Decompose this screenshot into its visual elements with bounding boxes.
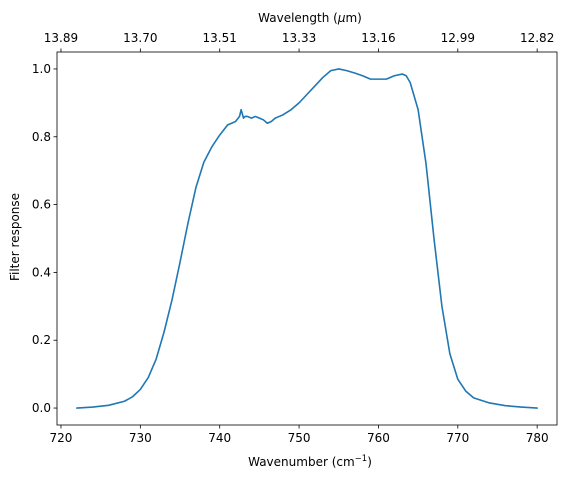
y-tick-label: 0.4 — [32, 265, 51, 279]
x-tick-label: 760 — [367, 431, 390, 445]
top-x-tick-label: 12.82 — [520, 31, 554, 45]
x-tick-label: 730 — [129, 431, 152, 445]
x-tick-label: 780 — [526, 431, 549, 445]
x-tick-label: 740 — [208, 431, 231, 445]
top-x-tick-label: 13.89 — [44, 31, 78, 45]
y-ticks: 0.0 0.2 0.4 0.6 0.8 1.0 — [32, 62, 57, 415]
x-tick-label: 750 — [288, 431, 311, 445]
plot-frame — [56, 51, 558, 426]
y-tick-label: 0.8 — [32, 130, 51, 144]
top-x-tick-label: 12.99 — [441, 31, 475, 45]
x-axis-label: Wavenumber (cm−1) — [248, 454, 372, 469]
y-axis-label: Filter response — [8, 193, 22, 281]
y-tick-label: 0.0 — [32, 401, 51, 415]
plot-layer — [76, 68, 538, 409]
filter-response-line — [76, 68, 538, 409]
top-x-tick-label: 13.33 — [282, 31, 316, 45]
top-x-ticks: 13.89 13.70 13.51 13.33 13.16 12.99 12.82 — [44, 31, 554, 52]
bottom-x-ticks: 720 730 740 750 760 770 780 — [50, 425, 549, 445]
top-x-axis-label: Wavelength (μm) — [258, 11, 362, 25]
y-tick-label: 0.6 — [32, 198, 51, 212]
x-tick-label: 770 — [446, 431, 469, 445]
top-x-tick-label: 13.16 — [361, 31, 395, 45]
y-tick-label: 1.0 — [32, 62, 51, 76]
x-tick-label: 720 — [50, 431, 73, 445]
top-x-tick-label: 13.70 — [123, 31, 157, 45]
y-tick-label: 0.2 — [32, 333, 51, 347]
top-x-tick-label: 13.51 — [203, 31, 237, 45]
